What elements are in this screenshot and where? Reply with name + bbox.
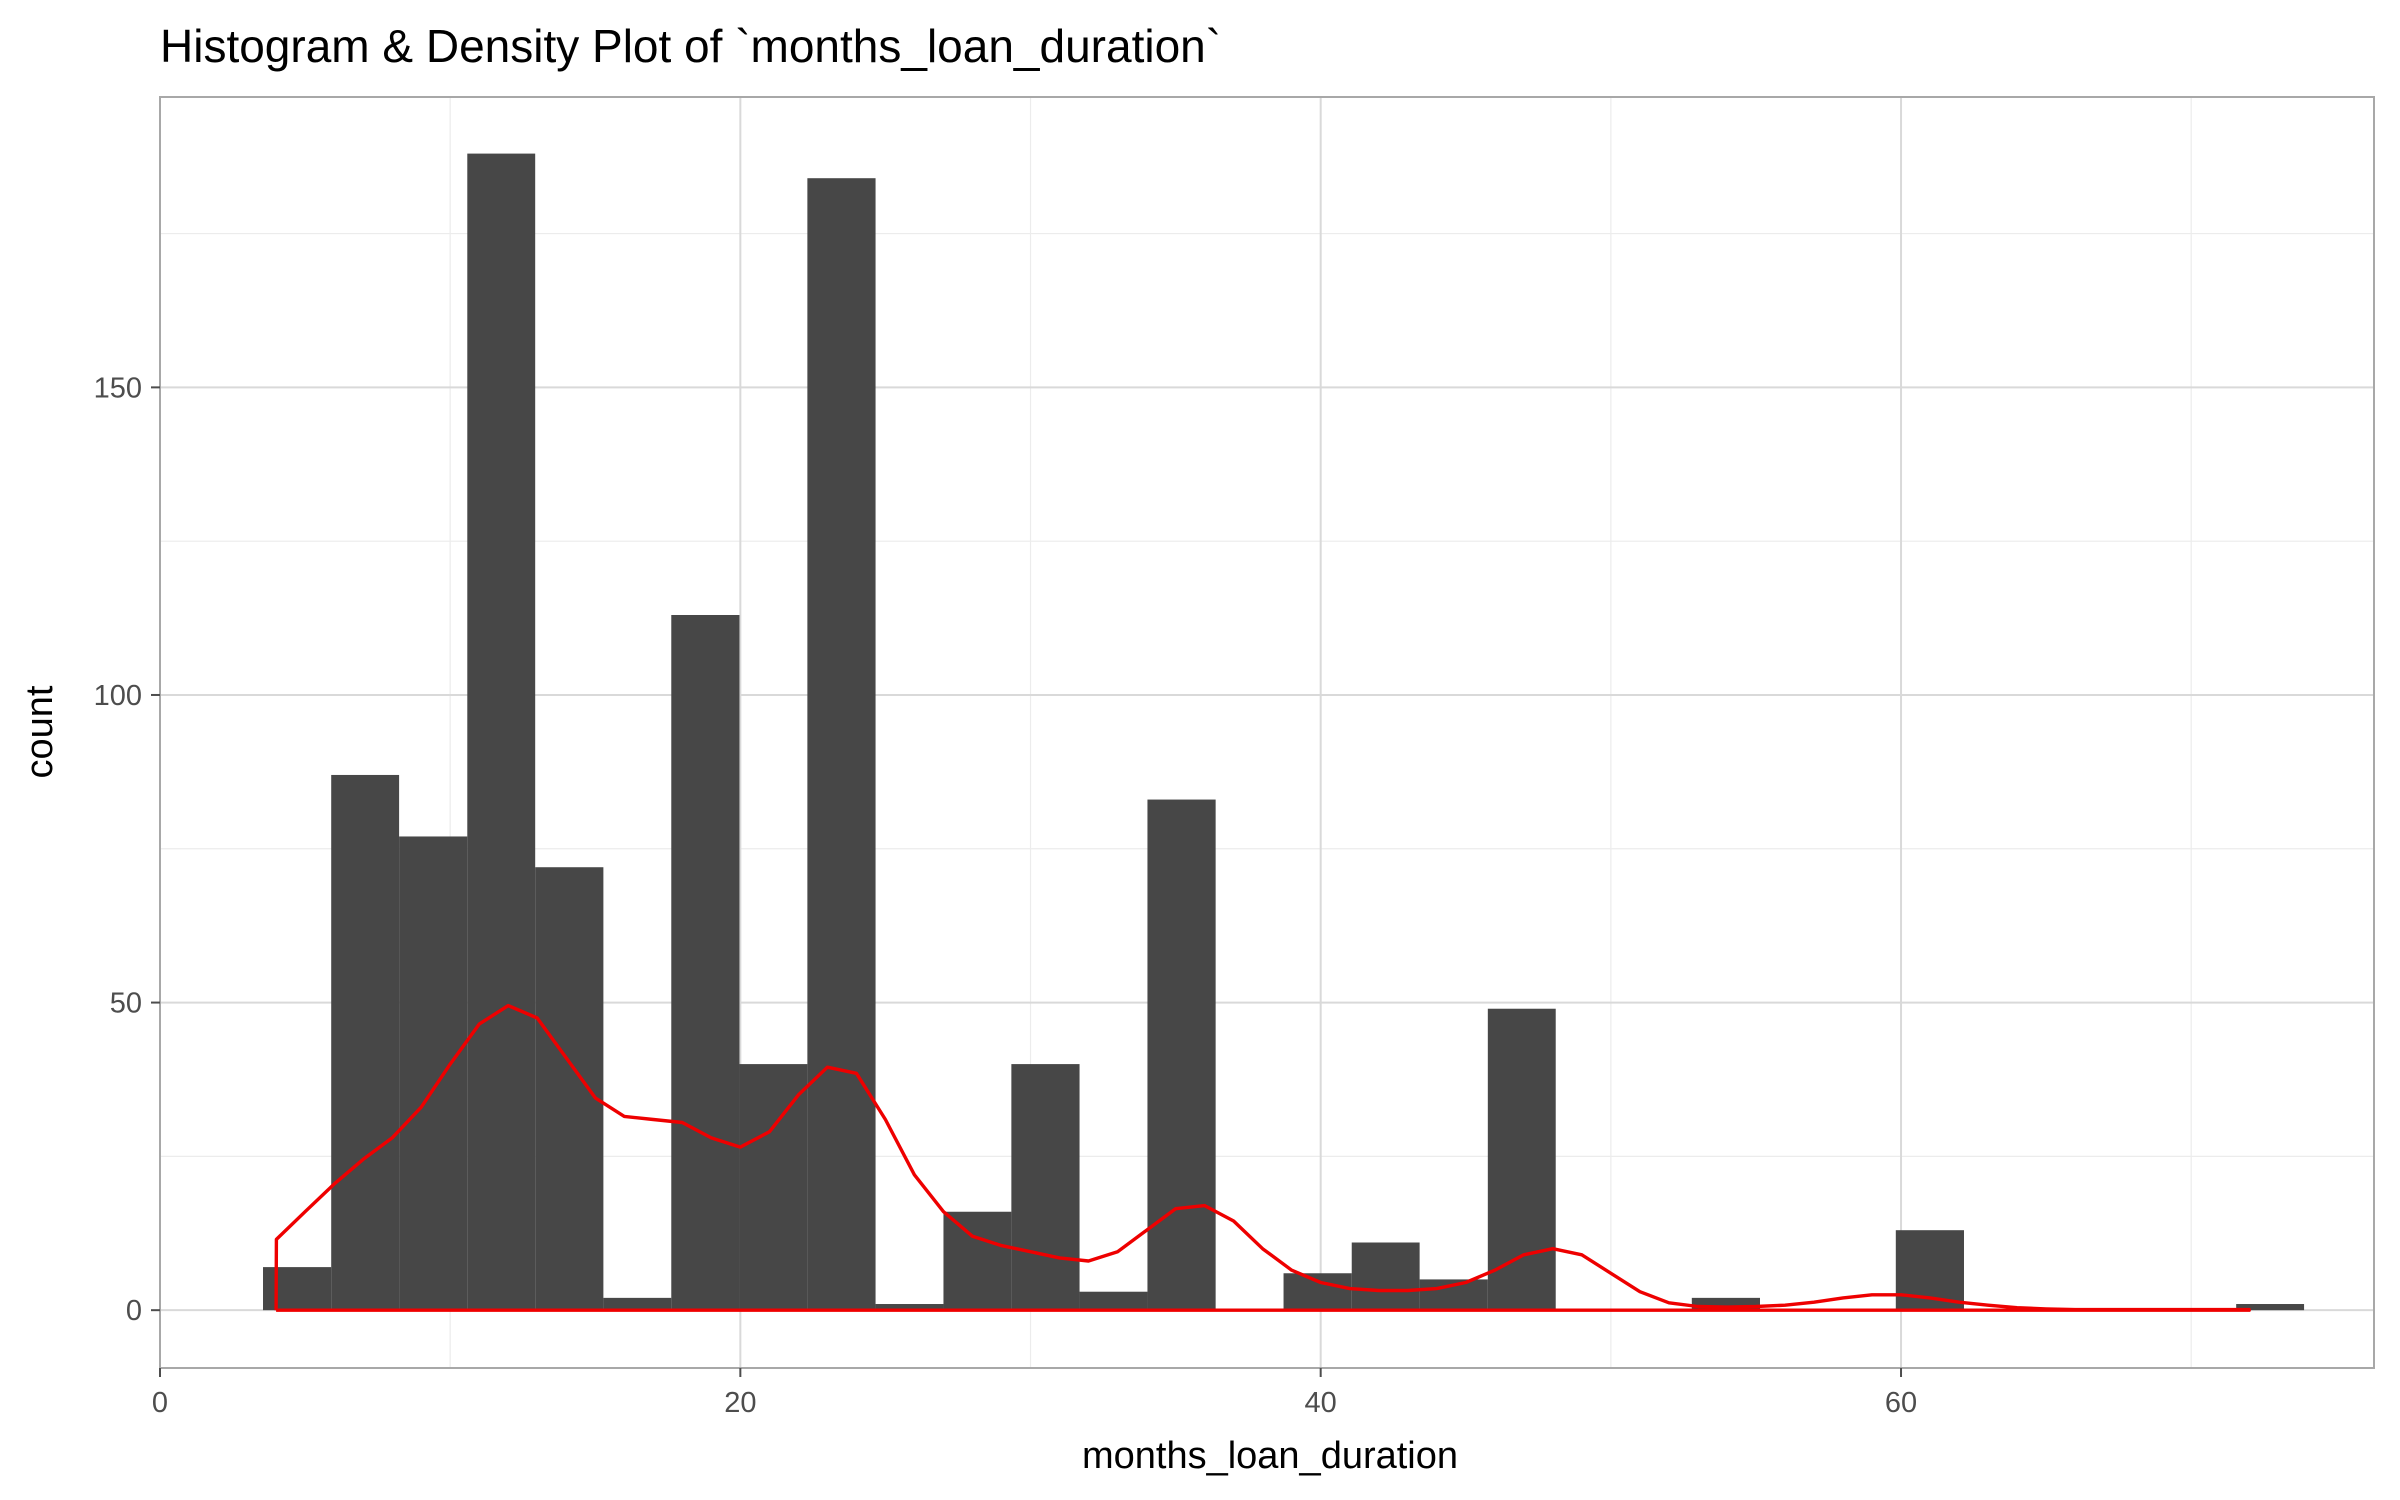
histogram-bar <box>1011 1064 1080 1311</box>
histogram-bar <box>807 178 876 1311</box>
histogram-bar <box>535 867 604 1311</box>
histogram-bar <box>467 153 536 1311</box>
histogram-bar <box>2236 1304 2305 1311</box>
x-tick-label: 0 <box>152 1387 168 1419</box>
histogram-bar <box>671 614 740 1311</box>
histogram-bar <box>399 836 468 1311</box>
histogram-bar <box>1079 1291 1148 1311</box>
panel-border <box>159 96 2375 1369</box>
y-axis-tick-labels: 0 50 100 150 <box>94 372 160 1327</box>
x-axis-tick-labels: 0 20 40 60 <box>152 1368 1917 1419</box>
density-curve <box>274 1003 2251 1312</box>
x-axis-title: months_loan_duration <box>1082 1435 1458 1477</box>
y-tick-label: 50 <box>110 988 142 1020</box>
histogram-bar <box>1487 1008 1556 1311</box>
histogram-bar <box>943 1211 1012 1311</box>
histogram-bar <box>1147 799 1216 1311</box>
y-tick-label: 0 <box>126 1295 142 1327</box>
histogram-bar <box>603 1297 672 1311</box>
x-tick-label: 40 <box>1305 1387 1337 1419</box>
histogram-bar <box>263 1267 332 1311</box>
histogram-bar <box>1283 1273 1352 1311</box>
histogram-bars <box>263 153 2305 1311</box>
y-axis-title: count <box>19 685 61 778</box>
histogram-bar <box>331 774 400 1311</box>
x-tick-label: 60 <box>1885 1387 1917 1419</box>
histogram-bar <box>875 1304 944 1311</box>
x-tick-label: 20 <box>724 1387 756 1419</box>
y-tick-label: 100 <box>94 680 142 712</box>
histogram-bar <box>739 1064 808 1311</box>
y-tick-label: 150 <box>94 372 142 404</box>
histogram-bar <box>1351 1242 1420 1311</box>
chart-title: Histogram & Density Plot of `months_loan… <box>160 20 1221 72</box>
